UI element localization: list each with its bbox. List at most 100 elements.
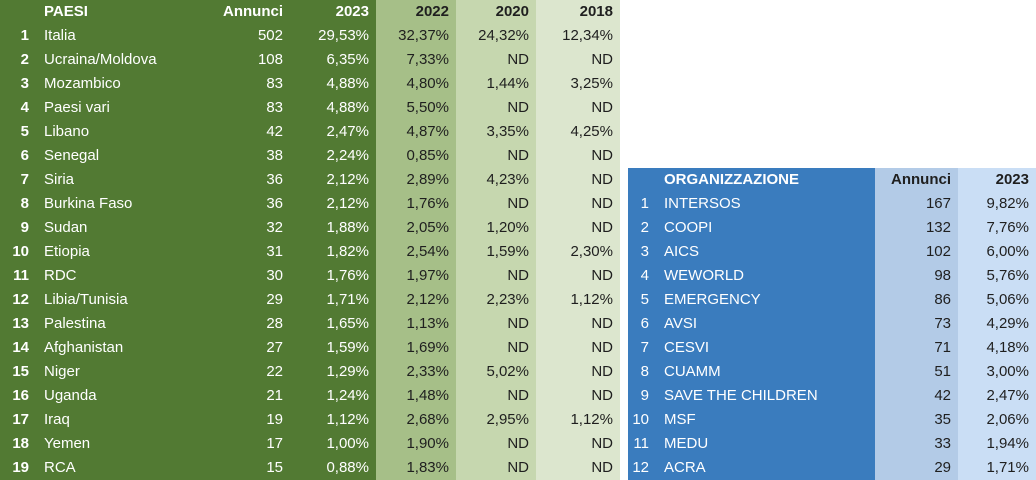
paesi-cell-2020[interactable]: 4,23%	[456, 168, 536, 192]
paesi-cell-annunci[interactable]: 19	[266, 411, 283, 428]
org-cell-2023[interactable]: 6,00%	[958, 240, 1036, 264]
org-cell-name[interactable]: INTERSOS	[664, 195, 741, 212]
paesi-header-2018[interactable]: 2018	[536, 0, 620, 24]
paesi-cell-2018[interactable]: 1,12%	[536, 408, 620, 432]
paesi-cell-country[interactable]: Libano	[44, 123, 90, 140]
paesi-cell-annunci[interactable]: 27	[266, 339, 283, 356]
paesi-cell-2022[interactable]: 2,89%	[376, 168, 456, 192]
paesi-cell-2020[interactable]: ND	[456, 432, 536, 456]
paesi-cell-rank[interactable]: 6	[20, 147, 29, 164]
paesi-header-annunci[interactable]: Annunci	[223, 3, 283, 20]
org-cell-2023[interactable]: 4,18%	[958, 336, 1036, 360]
org-cell-annunci[interactable]: 42	[875, 384, 958, 408]
org-cell-rank[interactable]: 11	[633, 435, 649, 452]
paesi-cell-country[interactable]: Yemen	[44, 435, 91, 452]
paesi-cell-2022[interactable]: 1,76%	[376, 192, 456, 216]
paesi-cell-2018[interactable]: ND	[536, 48, 620, 72]
paesi-cell-rank[interactable]: 11	[13, 267, 29, 284]
paesi-cell-2018[interactable]: 4,25%	[536, 120, 620, 144]
org-cell-rank[interactable]: 4	[640, 267, 649, 284]
paesi-cell-2023[interactable]: 1,12%	[326, 411, 369, 428]
paesi-cell-country[interactable]: Afghanistan	[44, 339, 124, 356]
paesi-cell-2018[interactable]: ND	[536, 168, 620, 192]
paesi-cell-2023[interactable]: 6,35%	[326, 51, 369, 68]
paesi-cell-2023[interactable]: 2,24%	[326, 147, 369, 164]
paesi-cell-2018[interactable]: ND	[536, 264, 620, 288]
paesi-cell-2020[interactable]: 24,32%	[456, 24, 536, 48]
paesi-cell-2018[interactable]: ND	[536, 384, 620, 408]
paesi-cell-annunci[interactable]: 502	[257, 27, 283, 44]
paesi-cell-2020[interactable]: 1,59%	[456, 240, 536, 264]
paesi-cell-2018[interactable]: ND	[536, 312, 620, 336]
paesi-cell-2018[interactable]: ND	[536, 432, 620, 456]
paesi-cell-rank[interactable]: 13	[12, 315, 29, 332]
paesi-cell-2023[interactable]: 1,71%	[326, 291, 369, 308]
paesi-cell-country[interactable]: Iraq	[44, 411, 70, 428]
paesi-cell-2020[interactable]: ND	[456, 192, 536, 216]
org-cell-2023[interactable]: 1,71%	[958, 456, 1036, 480]
org-cell-rank[interactable]: 2	[640, 219, 649, 236]
paesi-cell-2023[interactable]: 29,53%	[318, 27, 369, 44]
org-cell-name[interactable]: AVSI	[664, 315, 698, 332]
paesi-cell-2020[interactable]: 5,02%	[456, 360, 536, 384]
org-header-annunci[interactable]: Annunci	[875, 168, 958, 192]
org-cell-rank[interactable]: 5	[640, 291, 649, 308]
paesi-cell-annunci[interactable]: 31	[266, 243, 283, 260]
paesi-cell-annunci[interactable]: 30	[266, 267, 283, 284]
paesi-cell-2020[interactable]: 2,95%	[456, 408, 536, 432]
paesi-cell-rank[interactable]: 8	[20, 195, 29, 212]
paesi-cell-annunci[interactable]: 22	[266, 363, 283, 380]
paesi-cell-2022[interactable]: 7,33%	[376, 48, 456, 72]
paesi-cell-rank[interactable]: 17	[12, 411, 29, 428]
paesi-cell-2020[interactable]: ND	[456, 144, 536, 168]
paesi-cell-country[interactable]: Libia/Tunisia	[44, 291, 128, 308]
paesi-cell-country[interactable]: Palestina	[44, 315, 106, 332]
org-cell-rank[interactable]: 9	[640, 387, 649, 404]
paesi-cell-2018[interactable]: ND	[536, 96, 620, 120]
paesi-cell-rank[interactable]: 14	[12, 339, 29, 356]
org-cell-annunci[interactable]: 167	[875, 192, 958, 216]
org-cell-2023[interactable]: 3,00%	[958, 360, 1036, 384]
paesi-cell-2023[interactable]: 2,12%	[326, 195, 369, 212]
org-cell-annunci[interactable]: 71	[875, 336, 958, 360]
paesi-cell-2018[interactable]: ND	[536, 192, 620, 216]
org-cell-rank[interactable]: 1	[640, 195, 649, 212]
paesi-cell-2020[interactable]: ND	[456, 264, 536, 288]
paesi-cell-rank[interactable]: 10	[12, 243, 29, 260]
org-cell-name[interactable]: EMERGENCY	[664, 291, 761, 308]
paesi-cell-rank[interactable]: 16	[12, 387, 29, 404]
paesi-cell-2023[interactable]: 2,12%	[326, 171, 369, 188]
paesi-cell-annunci[interactable]: 83	[266, 75, 283, 92]
org-cell-annunci[interactable]: 102	[875, 240, 958, 264]
paesi-cell-annunci[interactable]: 29	[266, 291, 283, 308]
org-cell-name[interactable]: COOPI	[664, 219, 713, 236]
paesi-cell-2018[interactable]: 3,25%	[536, 72, 620, 96]
paesi-cell-2023[interactable]: 0,88%	[326, 459, 369, 476]
paesi-cell-country[interactable]: Siria	[44, 171, 75, 188]
paesi-cell-rank[interactable]: 19	[12, 459, 29, 476]
org-cell-name[interactable]: CUAMM	[664, 363, 721, 380]
paesi-cell-2018[interactable]: ND	[536, 456, 620, 480]
org-cell-2023[interactable]: 9,82%	[958, 192, 1036, 216]
paesi-cell-2022[interactable]: 1,48%	[376, 384, 456, 408]
paesi-cell-2022[interactable]: 2,68%	[376, 408, 456, 432]
paesi-cell-2020[interactable]: ND	[456, 336, 536, 360]
org-cell-rank[interactable]: 12	[632, 459, 649, 476]
paesi-cell-rank[interactable]: 1	[20, 27, 29, 44]
paesi-cell-2023[interactable]: 1,24%	[326, 387, 369, 404]
paesi-cell-rank[interactable]: 15	[12, 363, 29, 380]
paesi-cell-rank[interactable]: 5	[20, 123, 29, 140]
org-cell-2023[interactable]: 5,76%	[958, 264, 1036, 288]
paesi-cell-country[interactable]: Senegal	[44, 147, 100, 164]
paesi-cell-2022[interactable]: 2,33%	[376, 360, 456, 384]
org-cell-rank[interactable]: 6	[640, 315, 649, 332]
paesi-cell-country[interactable]: Burkina Faso	[44, 195, 133, 212]
org-cell-annunci[interactable]: 73	[875, 312, 958, 336]
paesi-cell-2023[interactable]: 1,29%	[326, 363, 369, 380]
paesi-cell-2018[interactable]: ND	[536, 144, 620, 168]
org-cell-2023[interactable]: 2,06%	[958, 408, 1036, 432]
org-cell-2023[interactable]: 2,47%	[958, 384, 1036, 408]
paesi-cell-2022[interactable]: 1,90%	[376, 432, 456, 456]
paesi-cell-2020[interactable]: ND	[456, 312, 536, 336]
paesi-cell-2018[interactable]: 2,30%	[536, 240, 620, 264]
